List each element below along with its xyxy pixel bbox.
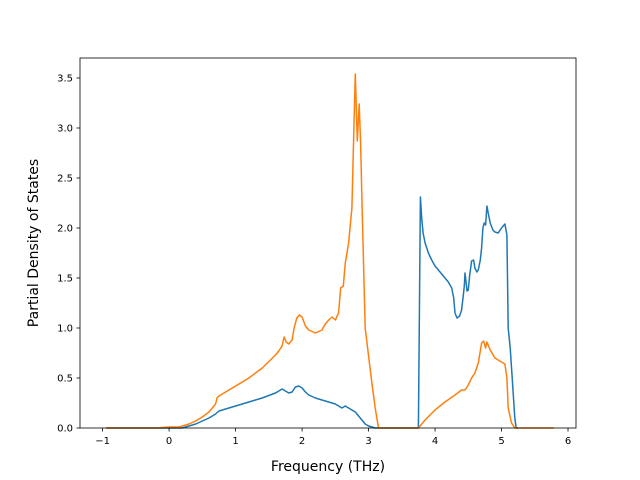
y-tick-label: 1.5: [57, 274, 73, 285]
x-axis-ticks: −1 0 1 2 3 4 5 6: [95, 428, 571, 447]
x-tick-label: 3: [365, 436, 371, 447]
y-tick-label: 2.0: [57, 224, 73, 235]
series-lines: [105, 73, 555, 429]
y-tick-label: 3.0: [57, 124, 73, 135]
y-tick-label: 1.0: [57, 324, 73, 335]
x-axis-label: Frequency (THz): [271, 459, 385, 475]
x-tick-label: 5: [498, 436, 504, 447]
x-tick-label: 0: [166, 436, 172, 447]
y-tick-label: 2.5: [57, 174, 73, 185]
x-tick-label: 4: [432, 436, 438, 447]
x-tick-label: 1: [232, 436, 238, 447]
series-line-1: [105, 196, 519, 429]
y-tick-label: 3.5: [57, 74, 73, 85]
plot-frame: [79, 57, 577, 429]
x-tick-label: 6: [565, 436, 571, 447]
series-line-2: [105, 73, 555, 429]
x-tick-label: −1: [95, 436, 110, 447]
y-tick-label: 0.0: [57, 424, 73, 435]
y-tick-label: 0.5: [57, 374, 73, 385]
x-tick-label: 2: [299, 436, 305, 447]
y-axis-ticks: 0.0 0.5 1.0 1.5 2.0 2.5 3.0 3.5: [57, 74, 80, 435]
y-axis-label: Partial Density of States: [26, 159, 42, 327]
